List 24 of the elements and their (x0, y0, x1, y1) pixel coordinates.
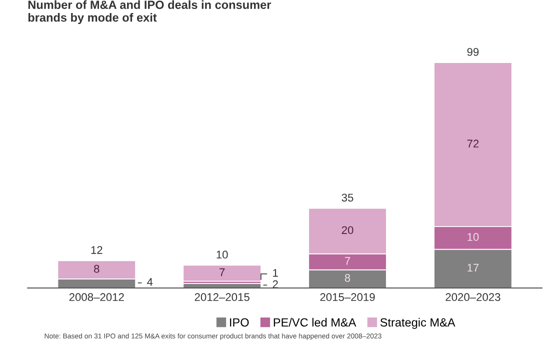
x-tick-label: 2008–2012 (69, 293, 124, 302)
data-label: 7 (220, 268, 225, 276)
legend-label: Strategic M&A (380, 318, 456, 329)
data-label: 20 (342, 226, 354, 234)
legend-label: PE/VC led M&A (274, 318, 356, 327)
data-label: 72 (467, 140, 479, 148)
total-label: 10 (216, 250, 228, 259)
data-label: 1 (273, 269, 278, 277)
data-label: 8 (94, 264, 100, 273)
data-label: 4 (147, 278, 153, 286)
data-label: 17 (468, 264, 479, 272)
data-label: 7 (344, 257, 350, 265)
total-label: 99 (467, 48, 479, 56)
x-tick-label: 2020–2023 (446, 293, 500, 302)
x-tick-label: 2012–2015 (194, 293, 250, 302)
data-label: 10 (468, 233, 479, 241)
legend-label: IPO (230, 318, 249, 327)
total-label: 35 (342, 194, 354, 202)
data-label: 8 (344, 274, 350, 282)
chart-title: Number of M&A and IPO deals in consumer brands by mode of exit (28, 0, 272, 24)
data-label: 2 (272, 280, 278, 288)
x-tick-label: 2015–2019 (320, 293, 375, 302)
bar (182, 264, 262, 282)
total-label: 12 (91, 246, 102, 254)
